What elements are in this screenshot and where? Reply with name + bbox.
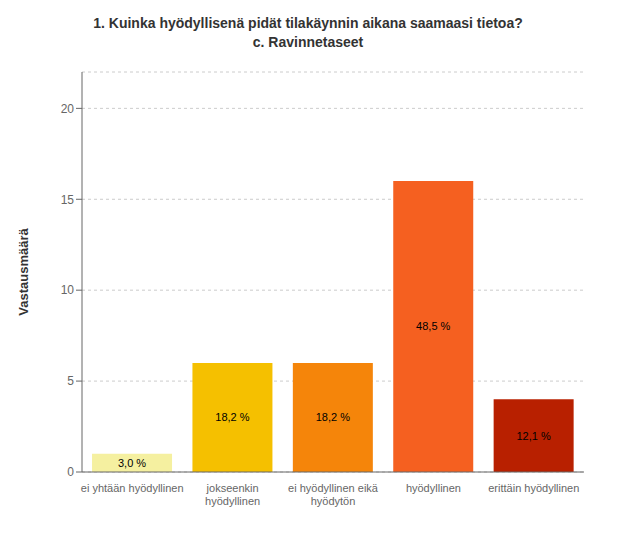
svg-text:48,5 %: 48,5 % bbox=[416, 320, 450, 332]
html-text:1. Kuinka hyödyllisenä pidät t: 1. Kuinka hyödyllisenä pidät tilakäynnin… bbox=[93, 15, 523, 31]
html-text:c. Ravinnetaseet: c. Ravinnetaseet bbox=[252, 34, 364, 50]
svg-text:0: 0 bbox=[67, 465, 74, 479]
svg-text:hyödyllinen: hyödyllinen bbox=[406, 482, 461, 494]
svg-text:Vastausmäärä: Vastausmäärä bbox=[16, 228, 31, 316]
svg-text:20: 20 bbox=[61, 102, 75, 116]
svg-text:erittäin hyödyllinen: erittäin hyödyllinen bbox=[488, 482, 579, 494]
svg-text:15: 15 bbox=[61, 193, 75, 207]
svg-text:3,0 %: 3,0 % bbox=[118, 457, 146, 469]
svg-text:10: 10 bbox=[61, 283, 75, 297]
svg-text:ei hyödyllinen eikähyödytön: ei hyödyllinen eikähyödytön bbox=[288, 482, 379, 507]
svg-text:5: 5 bbox=[67, 374, 74, 388]
svg-text:12,1 %: 12,1 % bbox=[517, 430, 551, 442]
svg-text:jokseenkinhyödyllinen: jokseenkinhyödyllinen bbox=[205, 482, 260, 507]
svg-text:ei yhtään hyödyllinen: ei yhtään hyödyllinen bbox=[81, 482, 184, 494]
svg-text:18,2 %: 18,2 % bbox=[316, 411, 350, 423]
svg-text:18,2 %: 18,2 % bbox=[215, 411, 249, 423]
